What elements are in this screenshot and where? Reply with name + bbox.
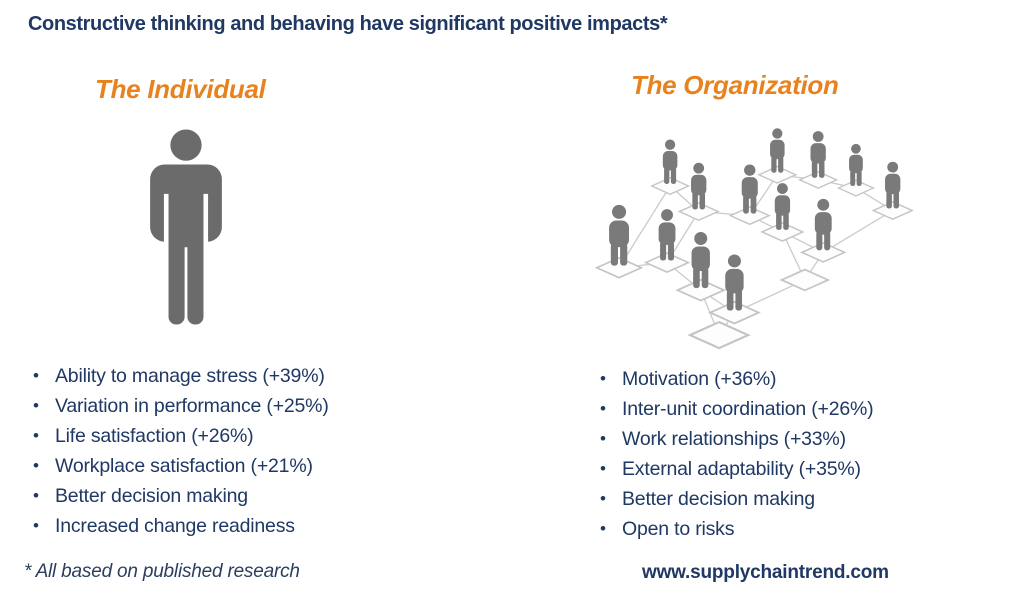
footnote: * All based on published research: [24, 561, 300, 582]
list-item: Motivation (+36%): [600, 364, 1020, 394]
list-item: Increased change readiness: [33, 511, 493, 541]
organization-bullet-list: Motivation (+36%) Inter-unit coordinatio…: [600, 364, 1020, 544]
organization-network-icon: [568, 116, 956, 352]
individual-bullet-list: Ability to manage stress (+39%) Variatio…: [33, 361, 493, 541]
individual-heading: The Individual: [95, 74, 266, 104]
slide-title: Constructive thinking and behaving have …: [28, 13, 668, 35]
list-item: Open to risks: [600, 514, 1020, 544]
website-url: www.supplychaintrend.com: [642, 562, 889, 583]
list-item: Workplace satisfaction (+21%): [33, 451, 493, 481]
organization-heading: The Organization: [631, 70, 839, 100]
list-item: Life satisfaction (+26%): [33, 421, 493, 451]
list-item: External adaptability (+35%): [600, 454, 1020, 484]
person-silhouette-icon: [140, 116, 232, 338]
list-item: Better decision making: [600, 484, 1020, 514]
list-item: Variation in performance (+25%): [33, 391, 493, 421]
list-item: Ability to manage stress (+39%): [33, 361, 493, 391]
list-item: Inter-unit coordination (+26%): [600, 394, 1020, 424]
list-item: Work relationships (+33%): [600, 424, 1020, 454]
list-item: Better decision making: [33, 481, 493, 511]
